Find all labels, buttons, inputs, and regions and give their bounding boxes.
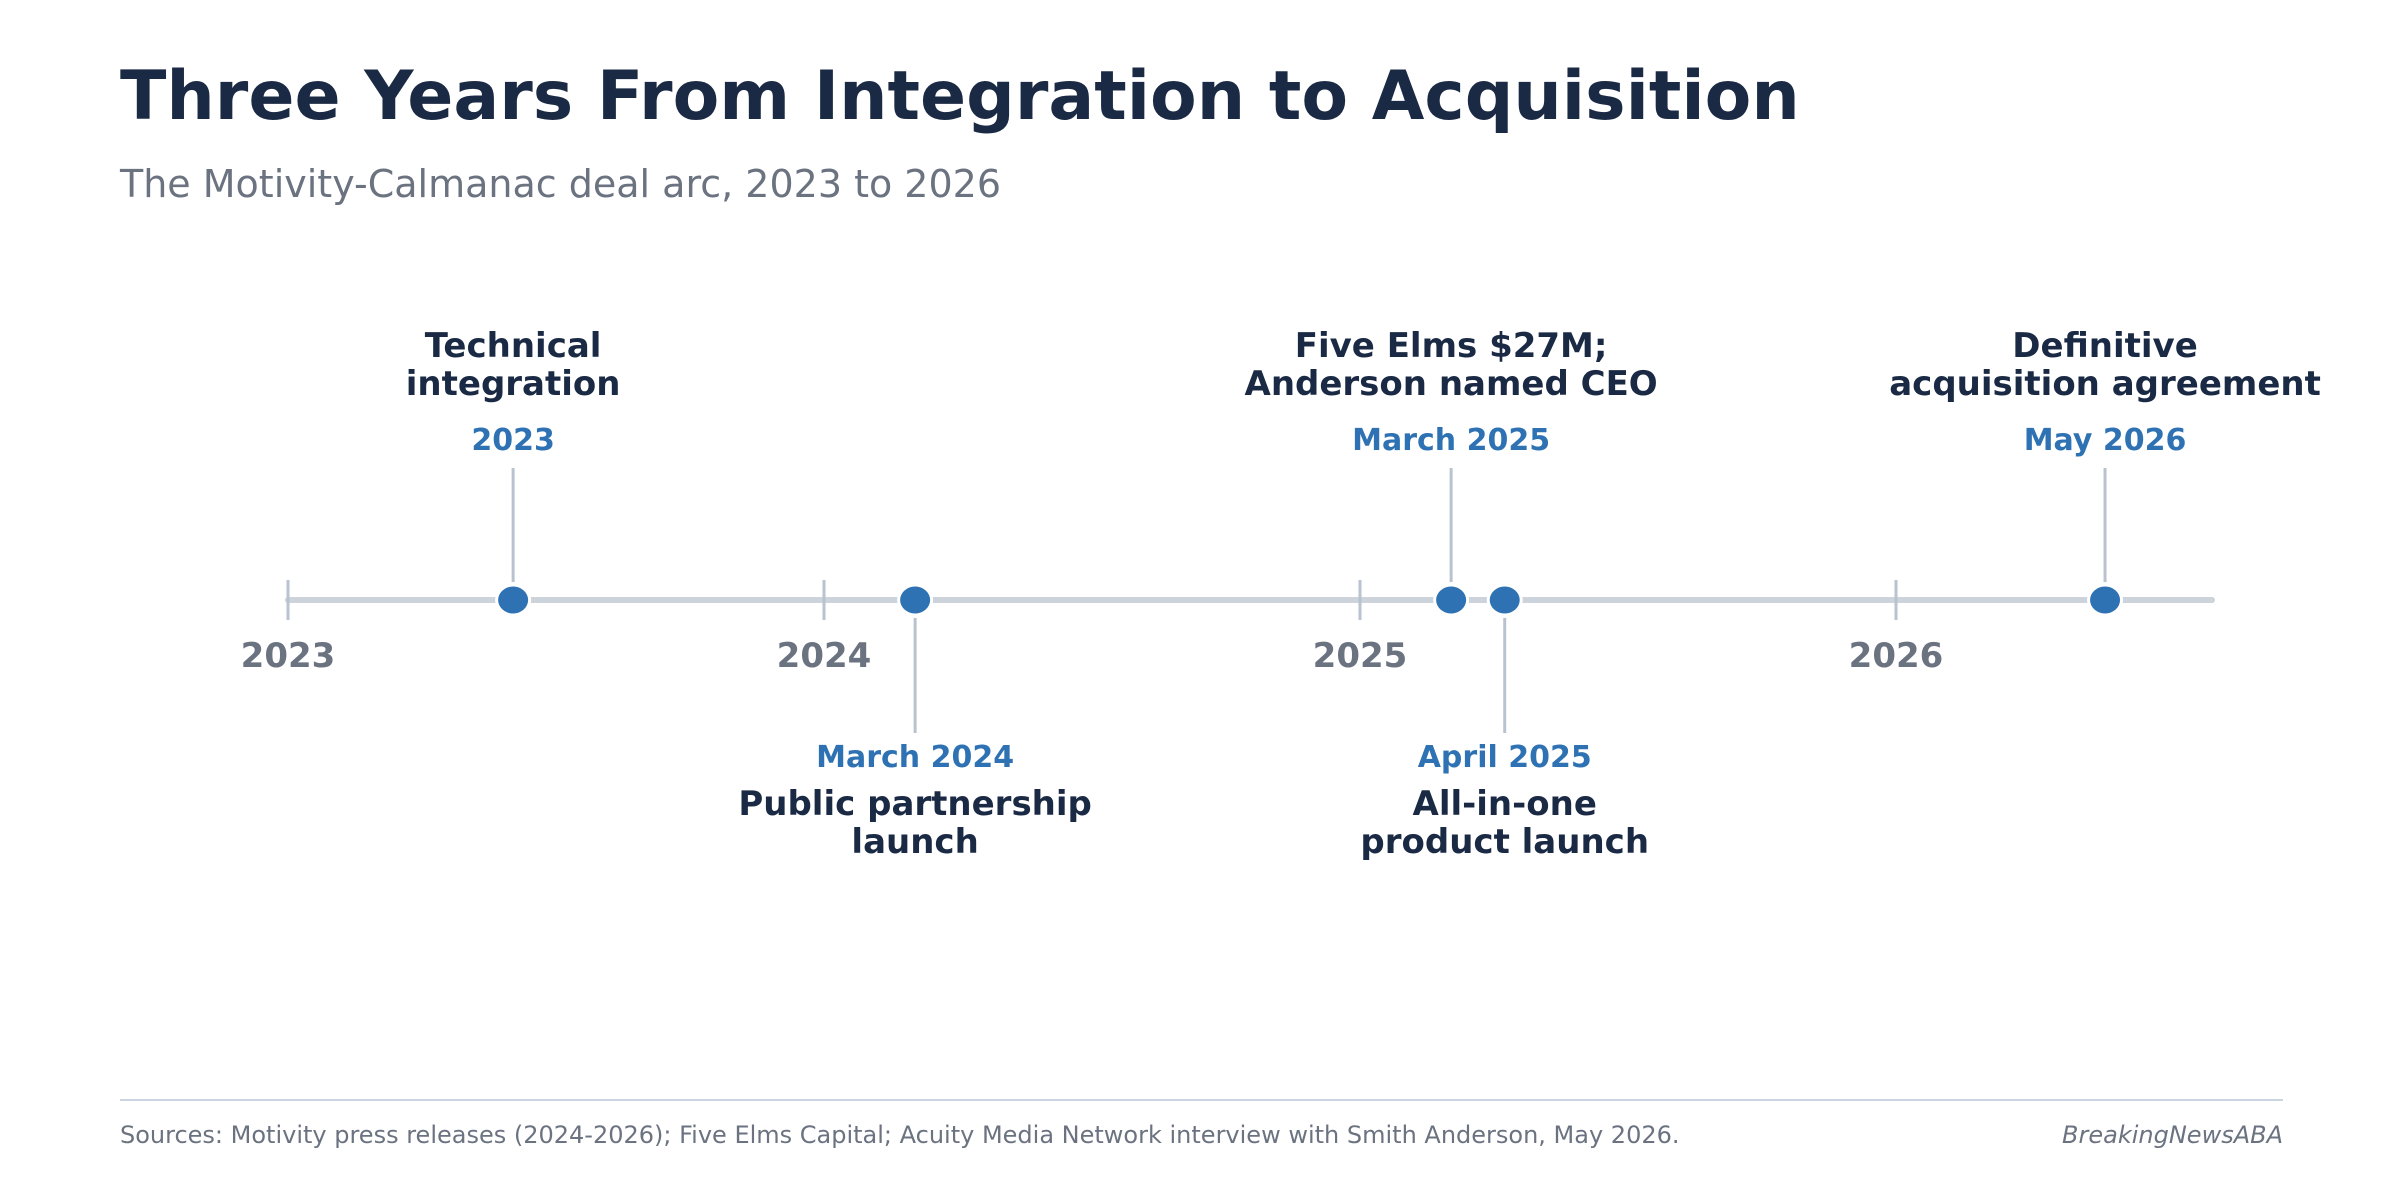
- year-label: 2025: [1313, 636, 1408, 676]
- page-subtitle: The Motivity-Calmanac deal arc, 2023 to …: [120, 162, 1002, 206]
- event-date: March 2025: [1352, 423, 1550, 458]
- event-title-line: Public partnership: [738, 784, 1092, 824]
- event-marker: [1489, 586, 1520, 614]
- year-label: 2023: [241, 636, 336, 676]
- event-title-line: Definitive: [2012, 326, 2197, 366]
- event-title-line: Technical: [425, 326, 602, 366]
- brand-credit: BreakingNewsABA: [2062, 1121, 2283, 1149]
- event-title-line: Five Elms $27M;: [1295, 326, 1608, 366]
- footer-divider: [120, 1099, 2283, 1101]
- event-marker: [498, 586, 529, 614]
- event-title-line: launch: [851, 822, 978, 862]
- page-title: Three Years From Integration to Acquisit…: [120, 57, 1800, 136]
- event-title-line: product launch: [1360, 822, 1649, 862]
- event-marker: [900, 586, 931, 614]
- event-title-line: integration: [406, 364, 621, 404]
- event-title-line: Anderson named CEO: [1245, 364, 1658, 404]
- event-marker: [2090, 586, 2121, 614]
- year-label: 2024: [777, 636, 872, 676]
- year-label: 2026: [1849, 636, 1944, 676]
- event-title-line: All-in-one: [1413, 784, 1597, 824]
- event-date: April 2025: [1418, 740, 1592, 775]
- event-title-line: acquisition agreement: [1889, 364, 2321, 404]
- source-note: Sources: Motivity press releases (2024-2…: [120, 1121, 1680, 1149]
- event-date: 2023: [471, 423, 555, 458]
- event-date: May 2026: [2024, 423, 2187, 458]
- event-marker: [1436, 586, 1467, 614]
- event-date: March 2024: [816, 740, 1014, 775]
